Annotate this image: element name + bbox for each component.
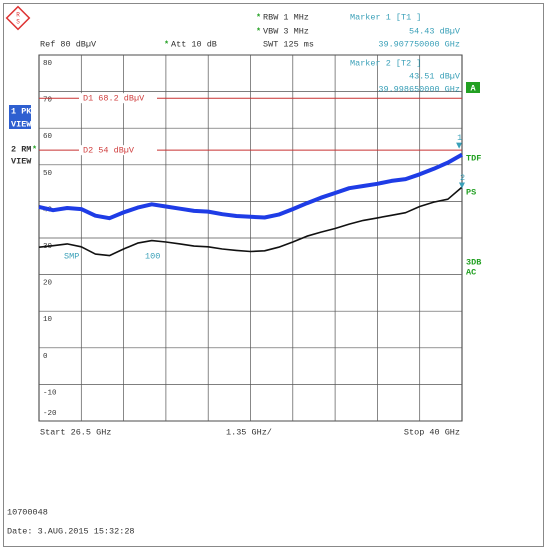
vbw: VBW 3 MHz bbox=[263, 26, 309, 36]
frame bbox=[3, 3, 544, 547]
label-bg bbox=[79, 93, 157, 104]
label-bg bbox=[79, 145, 157, 156]
x-start: Start 26.5 GHz bbox=[40, 427, 111, 437]
y-tick-label: 70 bbox=[43, 97, 53, 105]
annotation: 100 bbox=[145, 251, 160, 261]
side-label: 3DB bbox=[466, 257, 481, 267]
logo: R S bbox=[5, 5, 31, 31]
footer-date: Date: 3.AUG.2015 15:32:28 bbox=[7, 526, 135, 536]
y-tick-label: 60 bbox=[43, 133, 53, 141]
trace-label: 1 PK bbox=[11, 106, 32, 116]
ref: Ref 80 dBµV bbox=[40, 39, 97, 49]
trace-view: VIEW bbox=[11, 119, 32, 129]
svg-text:R: R bbox=[16, 12, 20, 19]
x-stop: Stop 40 GHz bbox=[404, 427, 460, 437]
display-line-label: D1 68.2 dBµV bbox=[83, 93, 145, 103]
x-div: 1.35 GHz/ bbox=[226, 427, 272, 437]
badge bbox=[466, 82, 480, 93]
trace bbox=[38, 186, 463, 257]
marker-freq: 39.998650000 GHz bbox=[378, 84, 460, 94]
trace-label: 2 RM bbox=[11, 144, 31, 154]
star: * bbox=[256, 26, 261, 36]
side-label: TDF bbox=[466, 153, 481, 163]
marker-title: Marker 1 [T1 ] bbox=[350, 12, 421, 22]
star: * bbox=[256, 12, 261, 22]
marker-freq: 39.907750000 GHz bbox=[378, 39, 460, 49]
trace bbox=[38, 152, 463, 221]
y-tick-label: 20 bbox=[43, 280, 53, 288]
y-tick-label: 10 bbox=[43, 316, 53, 324]
swt: SWT 125 ms bbox=[263, 39, 314, 49]
marker-value: 54.43 dBµV bbox=[409, 26, 461, 36]
trace-badge bbox=[9, 105, 31, 129]
display-line-label: D2 54 dBµV bbox=[83, 145, 135, 155]
footer-id: 10700048 bbox=[7, 507, 48, 517]
rbw: RBW 1 MHz bbox=[263, 12, 309, 22]
marker bbox=[458, 182, 465, 189]
marker-value: 43.51 dBµV bbox=[409, 71, 461, 81]
svg-text:S: S bbox=[16, 19, 20, 26]
annotation: SMP bbox=[64, 251, 79, 261]
y-tick-label: 50 bbox=[43, 170, 53, 178]
side-label: AC bbox=[466, 267, 476, 277]
y-tick-label: 0 bbox=[43, 353, 48, 361]
side-label: PS bbox=[466, 187, 476, 197]
star: * bbox=[164, 39, 169, 49]
att: Att 10 dB bbox=[171, 39, 217, 49]
trace-view: VIEW bbox=[11, 156, 32, 166]
marker-tag: 1 bbox=[457, 133, 462, 143]
marker-title: Marker 2 [T2 ] bbox=[350, 58, 421, 68]
marker bbox=[456, 142, 463, 149]
y-tick-label: -10 bbox=[43, 389, 57, 397]
marker-tag: 2 bbox=[460, 173, 465, 183]
side-label: A bbox=[470, 83, 476, 93]
y-tick-label: -20 bbox=[43, 410, 57, 418]
star: * bbox=[32, 144, 37, 154]
y-tick-label: 80 bbox=[43, 60, 53, 68]
